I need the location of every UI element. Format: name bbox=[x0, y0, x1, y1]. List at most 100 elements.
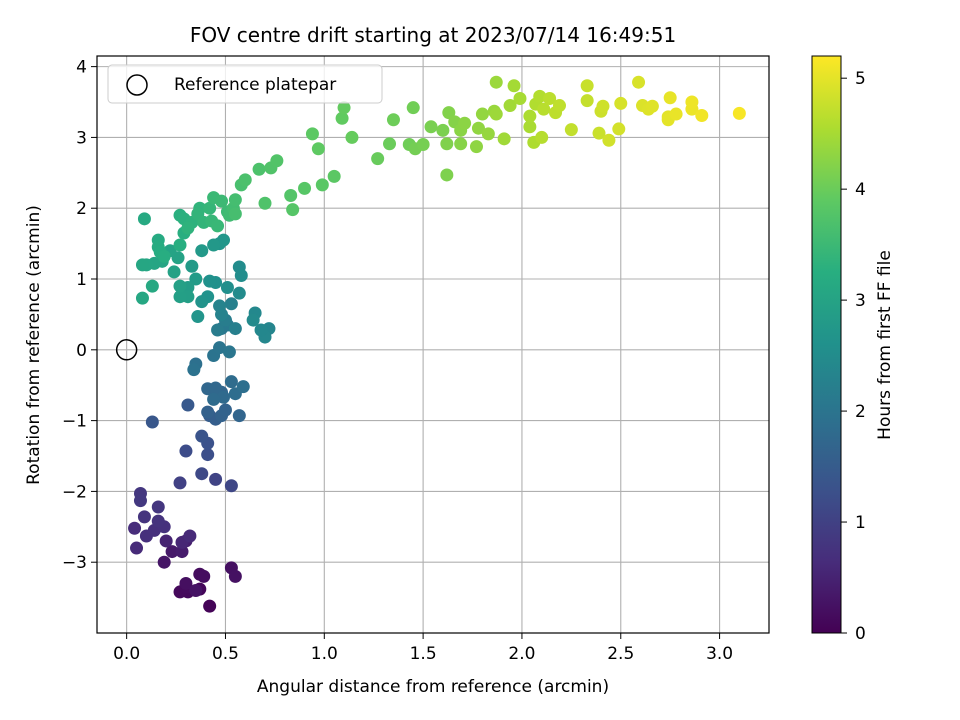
y-tick-label: 2 bbox=[76, 199, 87, 219]
plot-frame bbox=[96, 55, 770, 634]
scatter-point bbox=[232, 409, 246, 423]
scatter-point bbox=[236, 380, 250, 394]
scatter-point bbox=[315, 178, 329, 192]
y-tick-label: −1 bbox=[62, 412, 87, 432]
scatter-point bbox=[216, 390, 230, 404]
scatter-point bbox=[195, 467, 209, 481]
scatter-point bbox=[179, 576, 193, 590]
scatter-point bbox=[137, 510, 151, 524]
scatter-point bbox=[345, 130, 359, 144]
scatter-point bbox=[145, 415, 159, 429]
y-axis-label: Rotation from reference (arcmin) bbox=[24, 205, 44, 485]
scatter-point bbox=[215, 194, 229, 208]
scatter-point bbox=[481, 127, 495, 141]
scatter-point bbox=[632, 75, 646, 89]
scatter-point bbox=[228, 207, 242, 221]
x-tick-label: 2.5 bbox=[607, 644, 634, 664]
scatter-point bbox=[181, 398, 195, 412]
data-points bbox=[128, 75, 746, 613]
legend-label: Reference platepar bbox=[174, 75, 336, 95]
scatter-point bbox=[489, 107, 503, 121]
scatter-point bbox=[513, 91, 527, 105]
scatter-point bbox=[228, 569, 242, 583]
scatter-point bbox=[327, 169, 341, 183]
scatter-point bbox=[173, 279, 187, 293]
scatter-point bbox=[523, 109, 537, 123]
scatter-point bbox=[197, 569, 211, 583]
scatter-point bbox=[151, 514, 165, 528]
scatter-point bbox=[187, 363, 201, 377]
colorbar-tick-label: 1 bbox=[855, 513, 866, 533]
scatter-point bbox=[580, 79, 594, 93]
colorbar-tick-label: 5 bbox=[855, 69, 866, 89]
scatter-point bbox=[286, 203, 300, 217]
scatter-point bbox=[469, 140, 483, 154]
x-tick-label: 3.0 bbox=[706, 644, 733, 664]
scatter-point bbox=[252, 162, 266, 176]
colorbar-tick-label: 4 bbox=[855, 180, 866, 200]
scatter-point bbox=[232, 286, 246, 300]
scatter-point bbox=[207, 392, 221, 406]
scatter-point bbox=[695, 108, 709, 122]
scatter-point bbox=[234, 268, 248, 282]
x-axis-ticks: 0.0 0.5 1.0 1.5 2.0 2.5 3.0 bbox=[113, 633, 733, 664]
scatter-point bbox=[497, 132, 511, 146]
scatter-point bbox=[189, 272, 203, 286]
scatter-point bbox=[614, 96, 628, 110]
y-tick-label: 4 bbox=[76, 58, 87, 78]
scatter-point bbox=[552, 99, 566, 113]
chart-title: FOV centre drift starting at 2023/07/14 … bbox=[190, 23, 676, 47]
scatter-point bbox=[270, 154, 284, 168]
scatter-point bbox=[179, 444, 193, 458]
scatter-point bbox=[211, 323, 225, 337]
scatter-point bbox=[284, 188, 298, 202]
scatter-point bbox=[503, 99, 517, 113]
scatter-point bbox=[436, 123, 450, 137]
x-axis-label: Angular distance from reference (arcmin) bbox=[257, 677, 609, 697]
scatter-point bbox=[580, 94, 594, 108]
reference-platepar-marker bbox=[115, 339, 138, 361]
colorbar-tick-label: 2 bbox=[855, 402, 866, 422]
scatter-point bbox=[246, 313, 260, 327]
scatter-point bbox=[224, 375, 238, 389]
scatter-point bbox=[128, 521, 142, 535]
y-tick-label: −3 bbox=[62, 553, 87, 573]
y-tick-label: 1 bbox=[76, 270, 87, 290]
scatter-point bbox=[203, 274, 217, 288]
scatter-point bbox=[596, 99, 610, 113]
scatter-point bbox=[335, 111, 349, 125]
scatter-point bbox=[507, 79, 521, 93]
scatter-point bbox=[133, 494, 147, 508]
scatter-point bbox=[238, 173, 252, 187]
scatter-point bbox=[489, 75, 503, 89]
scatter-point bbox=[173, 290, 187, 304]
legend-box bbox=[107, 64, 383, 104]
scatter-point bbox=[228, 193, 242, 207]
scatter-point bbox=[592, 126, 606, 140]
scatter-point bbox=[685, 95, 699, 109]
scatter-point bbox=[218, 403, 232, 417]
scatter-point bbox=[137, 212, 151, 226]
scatter-point bbox=[220, 281, 234, 295]
scatter-point bbox=[183, 529, 197, 543]
scatter-point bbox=[228, 322, 242, 336]
scatter-point bbox=[311, 142, 325, 156]
scatter-point bbox=[254, 323, 268, 337]
scatter-point bbox=[135, 291, 149, 305]
colorbar-ticks: 0 1 2 3 4 5 bbox=[841, 69, 866, 644]
scatter-point bbox=[209, 381, 223, 395]
y-axis-ticks: −3 −2 −1 0 1 2 3 4 bbox=[62, 58, 97, 573]
scatter-point bbox=[165, 545, 179, 559]
scatter-point bbox=[216, 233, 230, 247]
legend-marker-icon bbox=[126, 74, 148, 96]
x-tick-label: 2.0 bbox=[508, 644, 535, 664]
scatter-point bbox=[185, 259, 199, 273]
scatter-point bbox=[406, 101, 420, 115]
scatter-point bbox=[222, 345, 236, 359]
scatter-point bbox=[195, 295, 209, 309]
scatter-point bbox=[533, 89, 547, 103]
scatter-point bbox=[442, 106, 456, 120]
scatter-point bbox=[173, 238, 187, 252]
scatter-point bbox=[645, 99, 659, 113]
scatter-point bbox=[337, 101, 351, 115]
